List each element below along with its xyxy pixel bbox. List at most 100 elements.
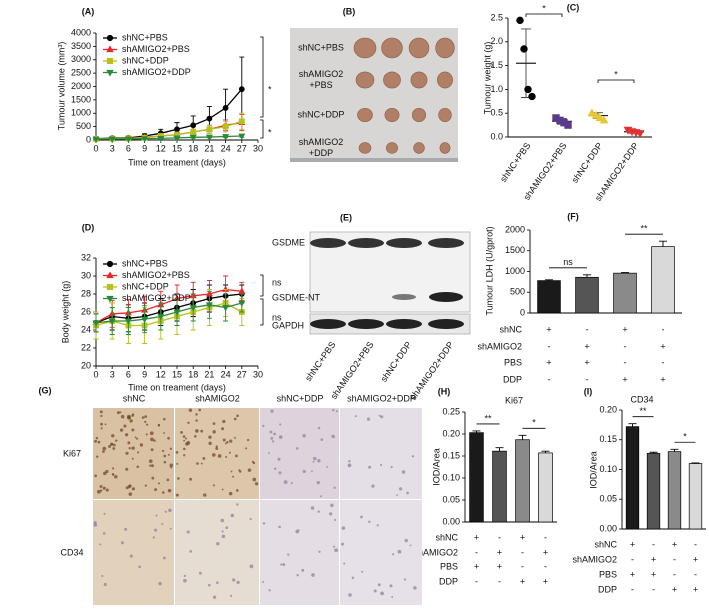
ihc-stain — [96, 455, 99, 458]
ihc-stain — [129, 554, 133, 558]
ihc-stain — [390, 465, 393, 469]
ihc-stain — [128, 492, 133, 496]
ihc-stain — [233, 417, 237, 421]
ihc-stain — [413, 586, 417, 590]
ihc-stain — [273, 467, 277, 470]
ihc-stain — [262, 522, 266, 525]
ihc-stain — [161, 449, 165, 453]
marker — [141, 136, 149, 143]
ihc-stain — [168, 508, 172, 513]
x-tick-label: 12 — [156, 143, 166, 153]
panel-label: (B) — [343, 6, 356, 16]
ihc-stain — [207, 583, 211, 587]
legend-label: shNC+DDP — [122, 281, 169, 291]
ihc-stain — [131, 446, 135, 450]
x-tick-label: 0 — [93, 369, 98, 379]
error-bar — [628, 423, 637, 427]
bar — [651, 246, 675, 314]
marker — [222, 305, 230, 312]
y-tick-label: 32 — [81, 252, 91, 262]
ihc-stain — [221, 530, 224, 533]
y-tick-label: 26 — [81, 306, 91, 316]
x-tick-label: shNC+PBS — [498, 141, 532, 184]
significance-label: ns — [563, 257, 573, 267]
treatment-label: shNC — [435, 532, 458, 542]
y-tick-label: 0 — [520, 307, 525, 317]
bar — [538, 452, 553, 523]
ihc-stain — [215, 445, 218, 448]
ihc-stain — [332, 545, 336, 548]
x-axis-label: Time on treament (days) — [128, 157, 226, 167]
y-tick-label: 2000 — [71, 81, 91, 91]
bar — [469, 432, 484, 523]
ihc-stain — [151, 464, 155, 468]
ihc-stain — [377, 583, 381, 587]
photo-row-label: shAMIGO2 +DDP — [298, 137, 344, 158]
ihc-stain — [348, 460, 351, 463]
ihc-stain — [351, 576, 355, 580]
treatment-label: DDP — [503, 374, 522, 384]
treatment-sign: + — [622, 374, 627, 384]
marker — [108, 136, 116, 143]
treatment-sign: - — [662, 324, 665, 334]
tumour — [408, 37, 430, 59]
ihc-stain — [216, 542, 220, 546]
photo-row-label: shNC+PBS — [298, 42, 344, 53]
treatment-sign: + — [693, 554, 698, 564]
ihc-stain — [226, 441, 229, 444]
ihc-stain — [268, 589, 271, 592]
y-tick-label: 2.0 — [490, 36, 503, 46]
ihc-stain — [278, 525, 281, 529]
legend-marker — [106, 260, 114, 268]
ihc-image — [93, 408, 174, 499]
ihc-stain — [112, 443, 116, 447]
ihc-stain — [311, 470, 313, 473]
ihc-stain — [341, 542, 345, 546]
ihc-stain — [185, 437, 188, 440]
treatment-sign: + — [660, 341, 665, 351]
y-tick-label: 0.10 — [442, 472, 460, 482]
y-tick-label: 1500 — [505, 245, 525, 255]
marker — [599, 115, 609, 124]
ihc-stain — [302, 433, 306, 438]
ihc-stain — [200, 429, 204, 433]
bar — [667, 451, 682, 530]
ihc-stain — [287, 553, 290, 556]
ihc-stain — [146, 423, 149, 426]
marker — [516, 16, 524, 25]
panel-label: (G) — [39, 385, 52, 395]
x-tick-label: 18 — [188, 143, 198, 153]
blot-band — [429, 292, 463, 302]
treatment-sign: - — [694, 569, 697, 579]
legend-label: shNC+DDP — [122, 55, 169, 65]
ihc-stain — [311, 573, 315, 577]
ihc-stain — [108, 445, 112, 448]
ihc-stain — [396, 494, 398, 497]
treatment-sign: + — [651, 554, 656, 564]
ihc-stain — [277, 457, 281, 461]
treatment-sign: - — [475, 576, 478, 586]
ihc-stain — [332, 408, 335, 412]
tumour — [410, 71, 428, 89]
y-axis-label: Tumour weight (g) — [482, 42, 492, 115]
ihc-stain — [202, 456, 206, 460]
ihc-stain — [194, 434, 197, 438]
ihc-stain — [320, 438, 324, 441]
ihc-stain — [169, 447, 173, 450]
ihc-stain — [176, 462, 179, 465]
y-tick-label: 2000 — [505, 224, 525, 234]
marker — [222, 134, 230, 141]
ihc-stain — [249, 564, 254, 569]
ihc-stain — [149, 464, 152, 467]
marker — [124, 318, 132, 325]
ihc-stain — [221, 534, 226, 539]
ihc-stain — [111, 473, 115, 476]
ihc-stain — [131, 487, 135, 491]
x-tick-label: 9 — [142, 369, 147, 379]
ihc-stain — [170, 466, 173, 469]
x-tick-label: 12 — [156, 369, 166, 379]
ihc-stain — [155, 514, 158, 517]
ihc-stain — [236, 503, 239, 506]
ihc-stain — [145, 433, 148, 436]
